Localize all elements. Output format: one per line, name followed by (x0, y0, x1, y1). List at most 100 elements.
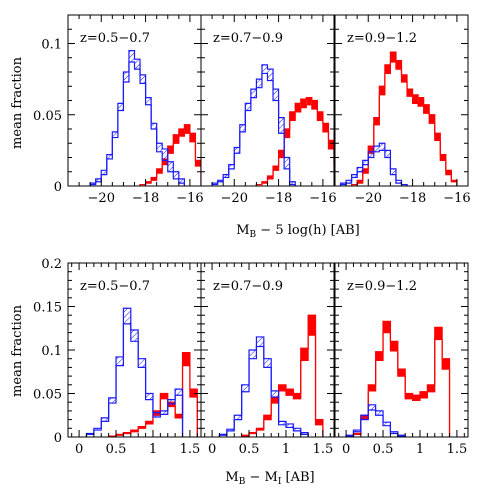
blue-band-bin (289, 181, 296, 185)
blue-band-bin (239, 124, 246, 132)
blue-band-bin (271, 390, 279, 397)
blue-band-bin (357, 167, 363, 172)
panel-label: z=0.9−1.2 (347, 31, 417, 46)
blue-band-bin (123, 308, 131, 324)
blue-band-bin (256, 79, 262, 88)
red-lower-line (139, 132, 201, 186)
x-tick-label: −18 (265, 191, 292, 206)
panel-top-1: −20 −18 −16 z=0.7−0.9 (200, 14, 346, 206)
x-tick-label: −18 (132, 191, 159, 206)
y-tick-label: 0.05 (33, 109, 62, 124)
panel-top-0: −20 −18 −16 0 0.05 0.1 z=0.5−0.7 (33, 14, 204, 206)
blue-band-bin (152, 412, 161, 417)
x-tick-label: 0.5 (106, 442, 127, 457)
blue-band-bin (95, 178, 102, 182)
panel-bottom-0: 0 0.5 1 1.5 0 0.05 0.1 0.15 0.2 z=0.5−0.7 (33, 257, 202, 457)
red-upper-line (241, 314, 324, 437)
red-band-bin (271, 397, 279, 404)
plot-area (211, 64, 346, 186)
blue-band-bin (278, 117, 285, 134)
blue-upper-line (89, 50, 185, 186)
panel-bottom-1: 0 0.5 1 1.5 z=0.7−0.9 (200, 262, 335, 457)
plot-area (339, 51, 458, 186)
blue-band-bin (90, 183, 96, 185)
panel-label: z=0.7−0.9 (213, 279, 283, 294)
x-tick-label: −20 (88, 191, 115, 206)
red-band-bin (383, 321, 391, 333)
red-band-bin (384, 64, 391, 74)
blue-band-bin (138, 358, 146, 368)
red-band-bin (145, 181, 152, 184)
red-band-bin (308, 315, 316, 336)
y-tick-label: 0.15 (33, 301, 62, 316)
red-band-bin (442, 358, 450, 370)
x-tick-label: 1 (416, 442, 424, 457)
x-tick-label: 1.5 (313, 442, 334, 457)
blue-band-bin (285, 423, 294, 428)
red-band-bin (317, 111, 323, 121)
blue-band-bin (245, 103, 251, 111)
blue-band-bin (167, 161, 174, 172)
blue-upper-line (85, 307, 184, 437)
red-band-bin (440, 154, 446, 161)
blue-band-bin (234, 415, 242, 420)
red-band-bin (178, 129, 185, 137)
blue-band-bin (128, 50, 135, 63)
top-ylabel: mean fraction (10, 56, 25, 149)
blue-band-bin (353, 430, 361, 432)
blue-band-bin (383, 422, 391, 426)
y-tick-label: 0.05 (33, 388, 62, 403)
red-band-bin (322, 123, 329, 132)
red-band-bin (167, 146, 174, 154)
red-band-bin (412, 395, 420, 401)
blue-band-bin (226, 429, 235, 431)
blue-band-bin (384, 150, 391, 158)
x-tick-label: −16 (309, 191, 336, 206)
x-tick-label: 1.5 (447, 442, 468, 457)
blue-band-bin (160, 410, 168, 415)
panel-bottom-2: 0 0.5 1 1.5 z=0.9−1.2 (334, 262, 469, 457)
red-band-bin (445, 170, 452, 175)
x-tick-label: 1.5 (180, 442, 201, 457)
blue-band-bin (112, 131, 118, 138)
red-upper-line (255, 97, 334, 186)
red-band-bin (261, 181, 268, 184)
blue-band-bin (256, 336, 264, 347)
blue-band-bin (106, 154, 113, 159)
red-band-bin (145, 421, 153, 424)
blue-band-bin (101, 417, 109, 422)
red-upper-line (351, 51, 458, 186)
red-band-bin (375, 351, 384, 361)
blue-band-bin (145, 393, 153, 400)
red-band-bin (423, 104, 430, 114)
red-band-bin (173, 134, 179, 144)
red-band-bin (434, 133, 441, 141)
red-band-bin (390, 52, 396, 63)
panel-label: z=0.5−0.7 (80, 279, 150, 294)
red-band-bin (267, 176, 274, 179)
red-band-bin (368, 384, 376, 391)
red-band-bin (263, 415, 272, 420)
blue-band-bin (212, 183, 218, 185)
red-band-bin (357, 180, 363, 184)
blue-band-bin (151, 123, 157, 129)
red-lower-line (255, 104, 334, 186)
red-band-bin (300, 99, 307, 108)
blue-band-bin (134, 59, 141, 70)
panel-top-2: −20 −18 −16 z=0.9−1.2 (334, 14, 471, 206)
red-band-bin (340, 179, 346, 182)
y-tick-label: 0.1 (41, 344, 62, 359)
red-band-bin (189, 389, 198, 397)
blue-band-bin (167, 399, 176, 404)
blue-band-bin (362, 160, 369, 165)
red-band-bin (295, 103, 301, 112)
red-band-bin (289, 111, 296, 121)
blue-band-bin (390, 431, 398, 434)
blue-band-bin (273, 89, 279, 101)
blue-band-bin (156, 143, 163, 152)
plot-area (345, 320, 451, 437)
blue-band-bin (249, 350, 257, 359)
blue-lower-line (339, 149, 408, 186)
x-tick-label: 0 (208, 442, 216, 457)
